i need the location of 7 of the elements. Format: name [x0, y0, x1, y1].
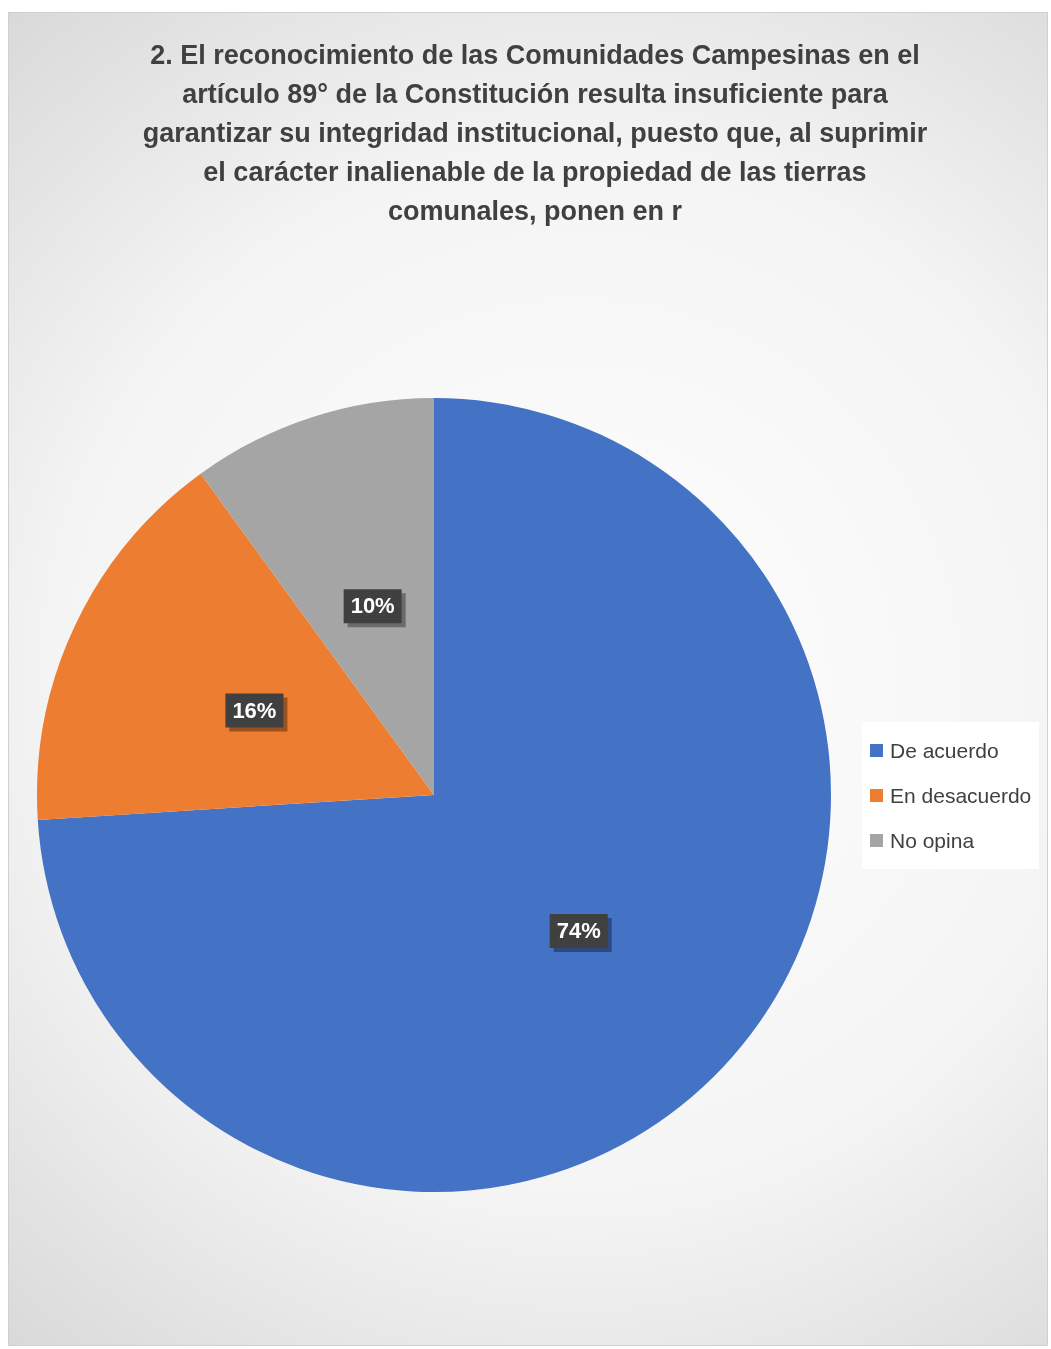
data-label: 74% [556, 917, 601, 943]
data-label: 10% [350, 593, 395, 619]
data-label: 16% [232, 697, 277, 723]
legend-label: De acuerdo [890, 738, 999, 763]
chart-title: 2. El reconocimiento de las Comunidades Campesinas en el artículo 89° de la Constitución resulta insuficiente para garantizar su integridad institucional, puesto que, al suprimir el carácter inalienable de la propiedad de las tierras comunales, ponen en r [141, 39, 929, 228]
legend-label: No opina [890, 828, 975, 853]
legend-label: En desacuerdo [890, 783, 1032, 808]
